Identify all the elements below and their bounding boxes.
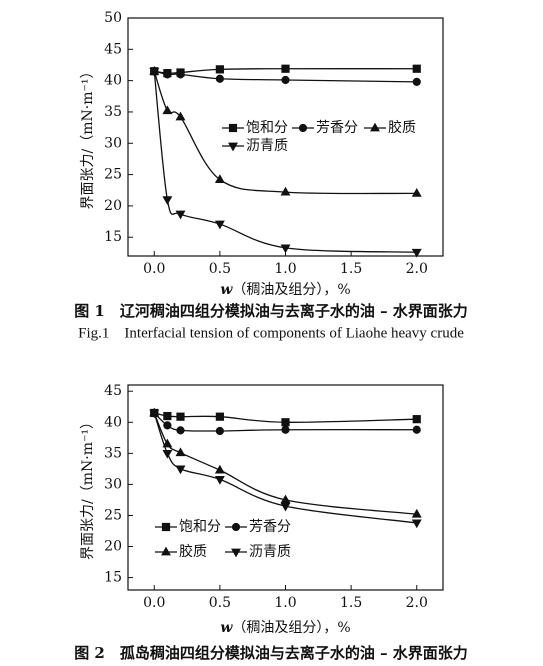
marker <box>412 425 421 434</box>
marker <box>175 465 186 475</box>
x-tick-label: 0.0 <box>143 261 165 277</box>
legend-label: 胶质 <box>179 543 207 560</box>
caption: 图 1 辽河稠油四组分模拟油与去离子水的油 – 水界面张力 <box>74 302 468 320</box>
series-line <box>153 71 417 253</box>
y-tick-label: 15 <box>104 229 122 245</box>
marker <box>176 412 185 421</box>
legend-marker <box>370 122 380 132</box>
marker <box>214 174 225 183</box>
x-tick-label: 1.0 <box>274 595 296 611</box>
legend-label: 芳香分 <box>316 119 358 136</box>
x-axis-variable: w <box>220 620 233 636</box>
x-tick-label: 1.5 <box>340 261 362 277</box>
marker <box>215 412 224 421</box>
x-tick-label: 2.0 <box>406 261 428 277</box>
y-tick-label: 50 <box>104 10 122 26</box>
legend-marker <box>228 142 238 152</box>
x-axis-label-text: （稠油及组分），% <box>232 282 350 298</box>
y-tick-label: 25 <box>104 167 122 183</box>
marker <box>214 220 225 230</box>
legend-marker <box>298 123 308 133</box>
marker <box>281 418 290 427</box>
marker <box>280 186 291 196</box>
plot-frame <box>127 17 444 257</box>
x-axis-variable: w <box>220 282 233 298</box>
marker <box>214 464 225 474</box>
marker <box>412 415 421 424</box>
marker <box>412 64 421 73</box>
legend-marker <box>228 123 238 133</box>
marker <box>149 409 160 419</box>
x-tick-label: 0.0 <box>143 595 165 611</box>
y-tick-label: 45 <box>104 41 122 57</box>
legend-label: 饱和分 <box>246 120 288 136</box>
y-tick-label: 30 <box>104 476 122 492</box>
x-tick-label: 0.5 <box>209 261 231 277</box>
legend-label: 芳香分 <box>249 518 291 535</box>
y-axis-label: 界面张力/（mN·m⁻¹） <box>80 65 96 210</box>
x-tick-label: 1.0 <box>274 261 296 277</box>
marker <box>280 502 291 512</box>
legend-marker <box>231 548 241 558</box>
marker <box>162 105 173 115</box>
marker <box>281 75 290 85</box>
marker <box>214 476 225 485</box>
x-axis-label-text: （稠油及组分），% <box>232 620 350 636</box>
y-tick-label: 40 <box>104 73 122 89</box>
marker <box>411 519 422 529</box>
marker <box>411 508 422 518</box>
marker <box>412 77 421 86</box>
x-tick-label: 0.5 <box>209 595 231 611</box>
legend-label: 胶质 <box>388 119 416 136</box>
marker <box>149 67 160 77</box>
y-tick-label: 30 <box>104 135 122 151</box>
legend-label: 沥青质 <box>249 544 291 560</box>
marker <box>175 111 186 121</box>
x-tick-label: 1.5 <box>340 595 362 611</box>
x-axis-label: w（稠油及组分），% <box>220 620 350 636</box>
y-axis-label: 界面张力/（mN·m⁻¹） <box>80 415 96 560</box>
marker <box>163 70 172 79</box>
y-tick-label: 20 <box>104 539 122 555</box>
marker <box>162 196 173 205</box>
marker <box>411 188 422 197</box>
marker <box>175 447 186 457</box>
marker <box>215 65 224 74</box>
marker <box>175 210 186 220</box>
marker <box>176 70 185 79</box>
marker <box>281 64 290 73</box>
x-axis-label: w（稠油及组分），% <box>220 282 350 298</box>
x-tick-label: 2.0 <box>406 595 428 611</box>
caption: Fig.1 Interfacial tension of components … <box>78 325 464 341</box>
marker <box>215 74 224 83</box>
legend-label: 沥青质 <box>246 138 288 154</box>
y-tick-label: 15 <box>104 570 122 586</box>
marker <box>411 248 422 258</box>
y-tick-label: 45 <box>104 383 122 399</box>
legend-marker <box>161 546 171 556</box>
marker <box>163 421 172 430</box>
y-tick-label: 40 <box>104 414 122 430</box>
y-tick-label: 25 <box>104 507 122 523</box>
legend-label: 饱和分 <box>179 519 221 535</box>
marker <box>163 411 172 421</box>
legend-marker <box>231 522 241 532</box>
marker <box>280 244 291 254</box>
marker <box>162 438 173 448</box>
caption: 图 2 孤岛稠油四组分模拟油与去离子水的油 – 水界面张力 <box>74 644 468 662</box>
marker <box>215 426 224 436</box>
marker <box>176 426 185 435</box>
marker <box>162 449 173 459</box>
legend-marker <box>161 522 171 532</box>
marker <box>281 425 290 434</box>
y-tick-label: 35 <box>104 104 122 120</box>
y-tick-label: 20 <box>104 198 122 214</box>
y-tick-label: 35 <box>104 445 122 461</box>
